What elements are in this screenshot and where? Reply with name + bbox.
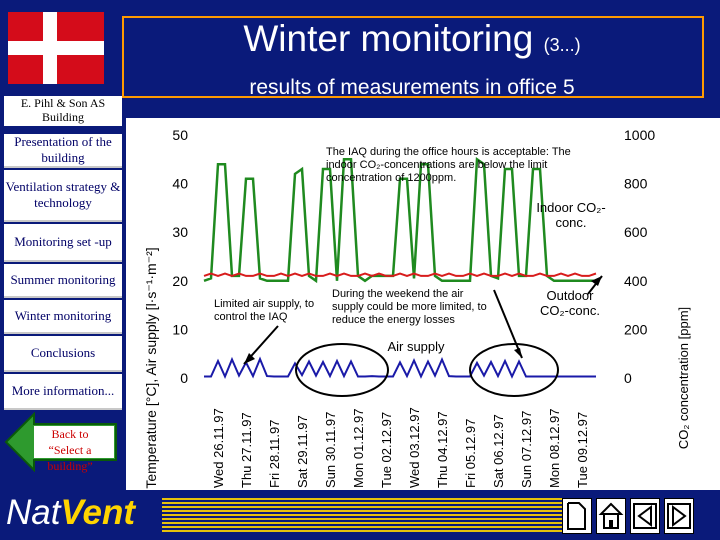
page-icon-button[interactable] [562,498,592,534]
title-frame [122,16,704,98]
nav-ventilation-strategy[interactable]: Ventilation strategy & technology [4,170,122,222]
next-icon-button[interactable] [664,498,694,534]
x-tick-label: Wed 26.11.97 [211,408,226,488]
x-tick-label: Thu 27.11.97 [239,412,254,488]
y-tick-right: 800 [624,176,648,192]
measurement-chart: 0 10 20 30 40 50 0 200 400 600 800 1000 Wed 26.11.97… [143,127,691,489]
x-tick-label: Tue 09.12.97 [575,412,590,488]
x-tick-label: Wed 03.12.97 [407,407,422,488]
back-arrow-icon [4,412,117,472]
y-tick-right: 600 [624,224,648,240]
forward-icon [667,503,691,529]
annotation-weekend: During the weekend the air supply could … [332,288,487,326]
y-tick-left: 20 [172,273,188,289]
x-tick-label: Fri 28.11.97 [267,420,282,488]
x-tick-label: Sun 07.12.97 [519,411,534,488]
home-icon-button[interactable] [596,498,626,534]
x-tick-label: Sat 06.12.97 [491,414,506,488]
nav-more-information[interactable]: More information... [4,374,122,410]
nav-winter-monitoring[interactable]: Winter monitoring [4,300,122,334]
label-indoor-co2: Indoor CO₂-conc. [536,200,606,230]
page-subtitle: results of measurements in office 5 [249,76,575,99]
series-line-1 [203,272,597,277]
back-icon [633,503,657,529]
x-tick-label: Mon 08.12.97 [547,408,562,488]
y-tick-right: 200 [624,321,648,337]
y-tick-right: 1000 [624,127,655,143]
series-line-0 [203,156,596,284]
back-button-label: Back to “Select a building” [47,427,93,473]
label-air-supply: Air supply [387,339,445,354]
nav-summer-monitoring[interactable]: Summer monitoring [4,264,122,298]
decorative-stripes [162,498,562,532]
x-tick-label: Mon 01.12.97 [351,408,366,488]
prev-icon-button[interactable] [630,498,660,534]
x-tick-label: Fri 05.12.97 [463,419,478,488]
y-tick-right: 0 [624,370,632,386]
y-tick-left: 50 [172,127,188,143]
back-button[interactable]: Back to “Select a building” [4,412,122,473]
nav-presentation[interactable]: Presentation of the building [4,134,122,168]
y-tick-right: 400 [624,273,648,289]
natvent-logo: NatVent [6,493,136,532]
company-label: E. Pihl & Son AS Building [4,96,122,126]
home-icon [598,502,624,529]
y-tick-left: 0 [180,370,188,386]
page-title: Winter monitoring (3...) [243,18,581,59]
y-tick-left: 40 [172,176,188,192]
series-line-2 [204,356,596,380]
annotation-limited-air: Limited air supply, to control the IAQ [214,298,315,323]
label-outdoor-co2: Outdoor CO₂-conc. [540,288,600,318]
annotation-iaq: The IAQ during the office hours is accep… [326,146,571,184]
danish-flag-icon [8,12,104,84]
nav-conclusions[interactable]: Conclusions [4,336,122,372]
x-tick-label: Sun 30.11.97 [323,412,338,488]
y-tick-left: 10 [172,321,188,337]
y-axis-label-left: Temperature [°C], Air supply [l·s⁻¹·m⁻²] [143,247,159,488]
y-tick-left: 30 [172,224,188,240]
nav-monitoring-setup[interactable]: Monitoring set -up [4,224,122,262]
x-tick-label: Sat 29.11.97 [295,415,310,488]
y-axis-label-right: CO₂ concentration [ppm] [676,307,691,449]
x-tick-label: Thu 04.12.97 [435,411,450,488]
page-icon [567,502,586,530]
x-tick-label: Tue 02.12.97 [379,412,394,488]
